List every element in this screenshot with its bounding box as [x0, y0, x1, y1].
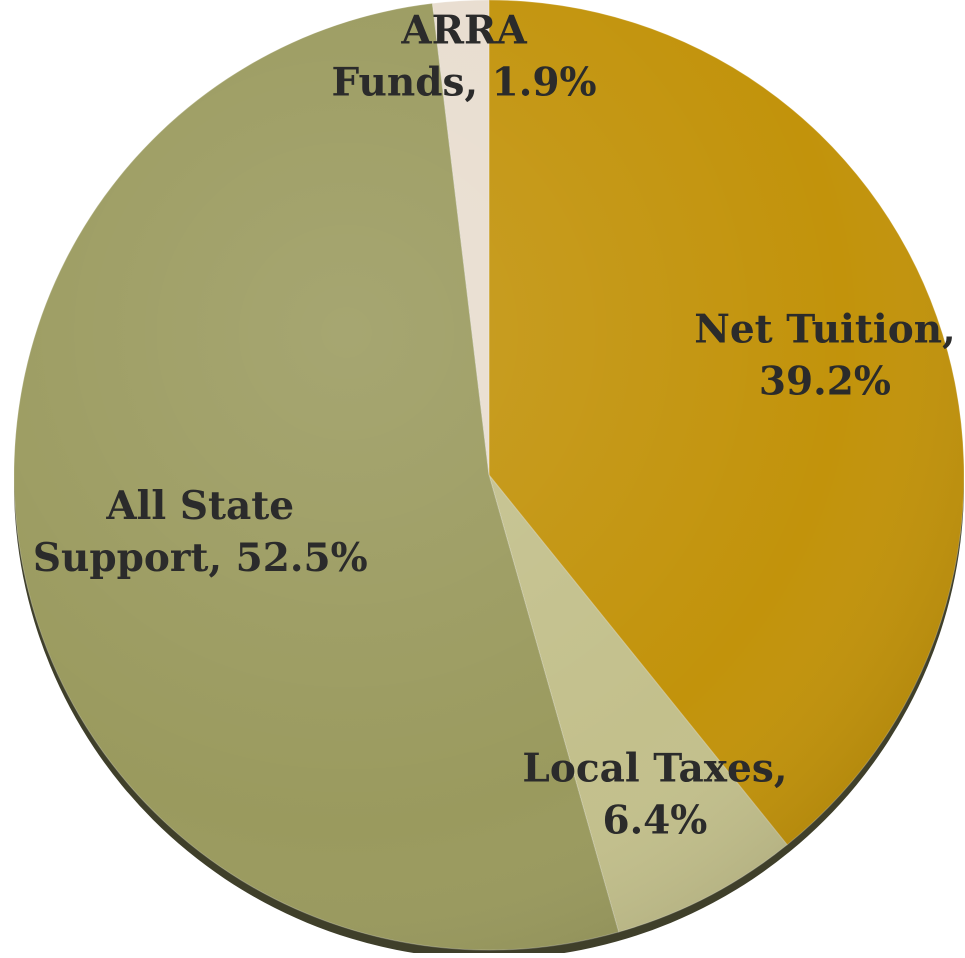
- pie-labels: Net Tuition, 39.2% Local Taxes, 6.4% All Sta…: [33, 8, 956, 844]
- pie-gloss: [14, 0, 964, 950]
- pie-label-line2: 6.4%: [602, 798, 707, 844]
- pie-label-line2: 39.2%: [759, 358, 891, 404]
- pie-label-line1: Local Taxes,: [522, 746, 787, 792]
- pie-label-line2: Funds, 1.9%: [332, 60, 597, 106]
- pie-label-line1: All State: [105, 483, 294, 529]
- pie-label-local-taxes: Local Taxes, 6.4%: [522, 746, 787, 844]
- pie-label-all-state-support: All State Support, 52.5%: [33, 483, 368, 581]
- pie-label-line1: Net Tuition,: [694, 306, 955, 352]
- pie-label-line2: Support, 52.5%: [33, 535, 368, 581]
- pie-label-line1: ARRA: [400, 8, 527, 54]
- pie-shading: [14, 0, 964, 950]
- pie-label-net-tuition: Net Tuition, 39.2%: [694, 306, 955, 404]
- pie-label-arra-funds: ARRA Funds, 1.9%: [332, 8, 597, 106]
